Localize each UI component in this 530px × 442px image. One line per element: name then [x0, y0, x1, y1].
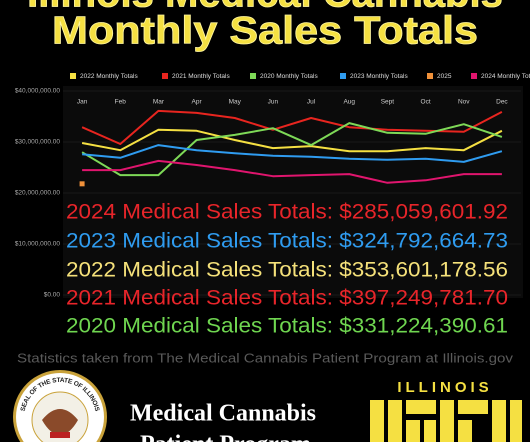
series-line: [81, 109, 503, 145]
x-tick-label: Mar: [153, 99, 165, 106]
logo-blocks: [370, 400, 522, 442]
annotation: 2023 Medical Sales Totals: $324,792,664.…: [66, 230, 508, 253]
y-tick-label: $40,000,000.00: [15, 88, 61, 95]
plot: $0.00 $10,000,000.00 $20,000,000.00 $30,000…: [15, 73, 530, 299]
y-tick-label: $0.00: [44, 292, 61, 299]
x-tick-label: Jul: [307, 99, 316, 106]
x-tick-label: Jan: [77, 99, 88, 106]
series-line: [81, 122, 503, 177]
y-tick-label: $10,000,000.00: [15, 241, 61, 248]
series-line: [81, 128, 503, 153]
annotation: 2021 Medical Sales Totals: $397,249,781.…: [66, 287, 508, 310]
x-tick-label: Aug: [343, 99, 355, 106]
legend-swatch: [340, 73, 346, 79]
logo-text: ILLINOIS: [397, 379, 492, 396]
legend-swatch: [471, 73, 477, 79]
x-tick-label: Feb: [115, 99, 127, 106]
state-seal: [13, 370, 107, 442]
legend-label: 2022 Monthly Totals: [80, 73, 138, 80]
seal-eagle: [42, 409, 78, 436]
legend-label: 2025: [437, 73, 452, 80]
annotation: 2024 Medical Sales Totals: $285,059,601.…: [66, 201, 508, 224]
x-tick-label: Oct: [421, 99, 431, 106]
x-tick-label: Sept: [381, 99, 395, 106]
chart-subtitle: Monthly Sales Totals: [52, 9, 478, 52]
overlay: 2024 Medical Sales Totals: $285,059,601.…: [17, 201, 514, 366]
y-tick-label: $20,000,000.00: [15, 190, 61, 197]
x-tick-label: Dec: [496, 99, 508, 106]
y-tick-label: $30,000,000.00: [15, 139, 61, 146]
legend-swatch: [250, 73, 256, 79]
x-tick-label: Jun: [268, 99, 279, 106]
legend-label: 2021 Monthly Totals: [172, 73, 230, 80]
source-note: Statistics taken from The Medical Cannab…: [17, 351, 514, 365]
annotation: 2022 Medical Sales Totals: $353,601,178.…: [66, 259, 508, 282]
x-tick-label: Apr: [192, 99, 203, 106]
program-line: Medical Cannabis: [130, 401, 316, 427]
legend-swatch: [70, 73, 76, 79]
plot-area: [63, 86, 523, 298]
legend-swatch: [162, 73, 168, 79]
chart-title: Illinois Medical Cannabis: [27, 0, 503, 16]
legend-swatch: [427, 73, 433, 79]
legend-label: 2023 Monthly Totals: [350, 73, 408, 80]
x-tick-label: May: [229, 99, 242, 106]
x-tick-label: Nov: [458, 99, 470, 106]
point: [79, 181, 85, 187]
program-line: Patient Program: [140, 432, 311, 442]
series-line: [82, 159, 502, 184]
series-line: [82, 144, 503, 163]
legend-label: 2020 Monthly Totals: [260, 73, 318, 80]
annotation: 2020 Medical Sales Totals: $331,224,390.…: [66, 315, 508, 338]
legend-label: 2024 Monthly Totals: [481, 73, 530, 80]
seal-shield: [50, 432, 70, 438]
